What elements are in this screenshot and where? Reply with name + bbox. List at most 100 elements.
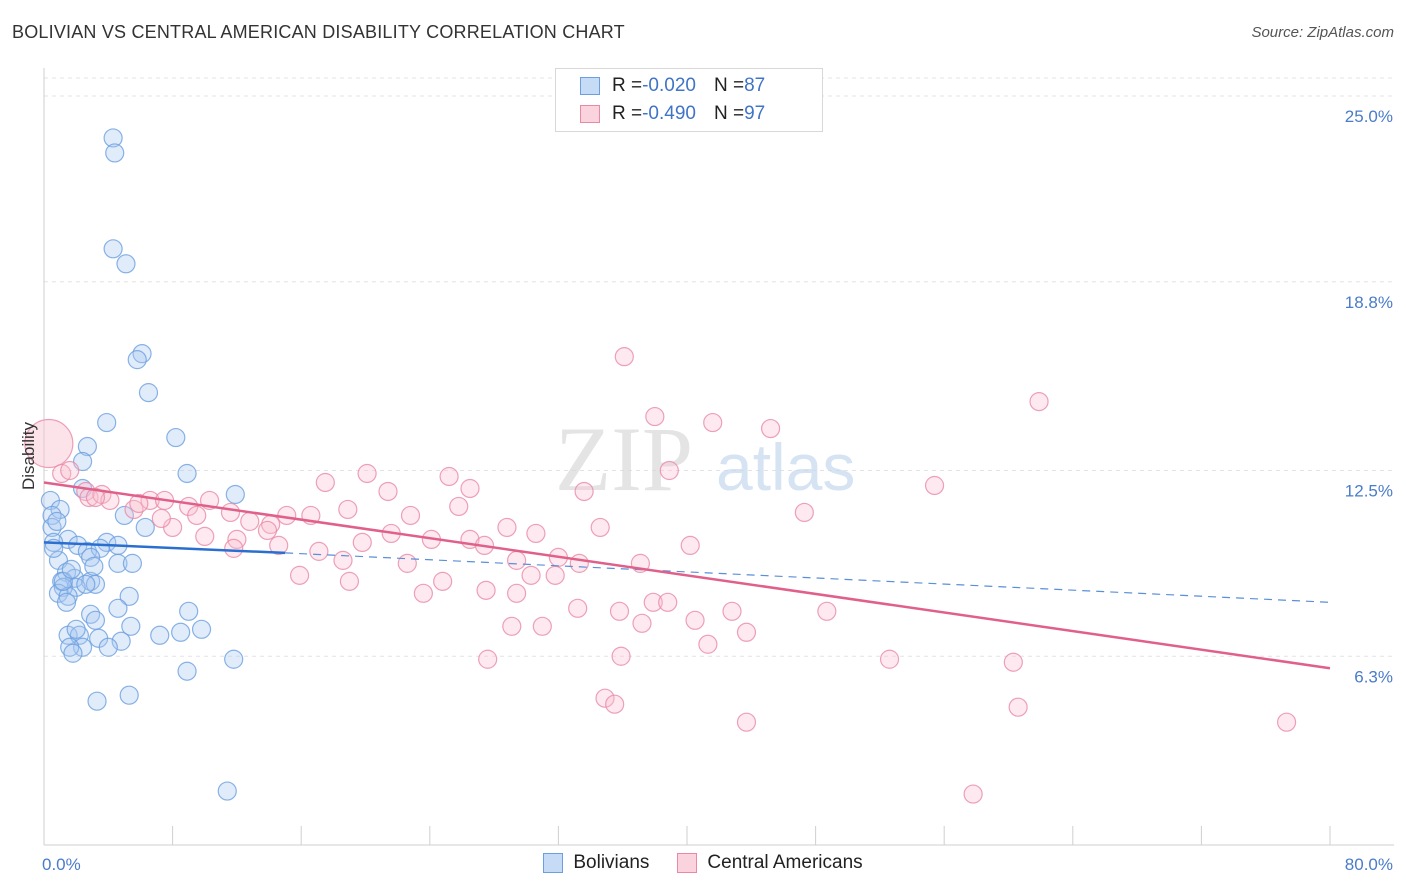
central-american-point bbox=[659, 460, 679, 481]
bolivian-point bbox=[108, 553, 128, 573]
central-american-point bbox=[476, 580, 496, 600]
central-american-point bbox=[703, 412, 723, 433]
x-tick-label: 80.0% bbox=[1345, 855, 1393, 874]
central-american-point bbox=[333, 550, 353, 570]
trend-lines bbox=[43, 481, 1331, 670]
central-american-point bbox=[1003, 652, 1023, 672]
central-american-point bbox=[609, 601, 630, 621]
central-american-point bbox=[685, 610, 705, 630]
legend-item-bolivians[interactable]: Bolivians bbox=[543, 852, 649, 874]
central-american-point bbox=[595, 688, 615, 708]
bolivian-point bbox=[66, 619, 86, 639]
central-american-point bbox=[478, 649, 498, 669]
legend-swatch-central-americans bbox=[677, 853, 698, 873]
bolivian-point bbox=[98, 637, 118, 657]
central-american-point bbox=[397, 553, 417, 573]
central-american-point bbox=[507, 550, 527, 570]
central-american-point bbox=[220, 502, 241, 523]
central-american-point bbox=[1008, 697, 1028, 717]
central-american-point bbox=[722, 601, 742, 621]
legend-item-central-americans[interactable]: Central Americans bbox=[677, 852, 863, 874]
legend-swatch-central-americans bbox=[580, 105, 600, 123]
central-american-point bbox=[963, 784, 983, 804]
central-american-point bbox=[590, 517, 610, 538]
central-american-point bbox=[378, 481, 398, 502]
central-american-point bbox=[924, 475, 945, 496]
central-american-point bbox=[545, 565, 565, 585]
central-american-point bbox=[339, 571, 360, 591]
bolivian-point bbox=[138, 383, 159, 403]
bolivian-point bbox=[121, 616, 141, 636]
legend-n-label: N = bbox=[713, 75, 745, 96]
central-americans-trend bbox=[43, 481, 1331, 670]
axes bbox=[43, 68, 1394, 846]
central-american-point bbox=[195, 526, 215, 547]
bolivian-point bbox=[122, 553, 143, 573]
bolivian-point bbox=[60, 637, 80, 657]
bolivians-points bbox=[40, 128, 245, 801]
central-american-point bbox=[502, 616, 522, 636]
central-american-point bbox=[817, 601, 837, 621]
bolivian-point bbox=[119, 685, 139, 705]
central-american-point bbox=[614, 347, 634, 367]
bolivian-point bbox=[56, 592, 77, 612]
central-american-point bbox=[698, 634, 718, 654]
legend-r-value: -0.020 bbox=[642, 75, 696, 96]
central-american-point bbox=[574, 481, 594, 502]
bolivian-point bbox=[177, 661, 197, 681]
bolivian-point bbox=[225, 484, 245, 505]
bolivian-point bbox=[119, 586, 139, 606]
bolivian-point bbox=[108, 598, 128, 618]
central-american-point bbox=[240, 511, 260, 532]
legend-row-bolivians: R = -0.020 N = 87 bbox=[580, 73, 765, 99]
central-american-point bbox=[879, 649, 900, 669]
central-american-point bbox=[60, 460, 80, 481]
central-american-point bbox=[85, 487, 106, 508]
bolivian-point bbox=[177, 463, 197, 484]
legend-swatch-bolivians bbox=[543, 853, 564, 873]
y-tick-label: 18.8% bbox=[1345, 293, 1393, 312]
y-tick-label: 25.0% bbox=[1345, 107, 1393, 126]
central-american-point bbox=[736, 712, 757, 732]
central-american-point bbox=[736, 622, 757, 642]
bolivian-point bbox=[76, 574, 96, 594]
bolivian-point bbox=[61, 559, 81, 579]
central-american-point bbox=[497, 517, 517, 538]
series-legend: Bolivians Central Americans bbox=[0, 852, 1406, 874]
bolivian-point bbox=[217, 781, 237, 801]
central-american-point bbox=[24, 418, 74, 469]
bolivian-point bbox=[47, 511, 67, 532]
y-tick-label: 6.3% bbox=[1354, 667, 1393, 686]
central-american-point bbox=[526, 523, 546, 544]
bolivian-point bbox=[87, 691, 107, 711]
central-american-point bbox=[269, 535, 289, 556]
central-american-point bbox=[605, 694, 625, 714]
bolivian-point bbox=[97, 412, 117, 433]
central-american-point bbox=[129, 493, 149, 514]
chart-title: BOLIVIAN VS CENTRAL AMERICAN DISABILITY … bbox=[12, 22, 625, 42]
central-american-point bbox=[357, 463, 377, 484]
central-american-point bbox=[309, 541, 329, 561]
central-american-point bbox=[760, 418, 781, 439]
legend-n-value: 87 bbox=[744, 75, 766, 96]
central-american-point bbox=[257, 520, 278, 541]
central-american-point bbox=[611, 646, 631, 666]
stats-legend: R = -0.020 N = 87 R = -0.490 N = 97 bbox=[555, 68, 823, 132]
central-american-point bbox=[352, 532, 372, 553]
central-american-point bbox=[568, 598, 588, 618]
central-american-point bbox=[224, 538, 244, 558]
central-american-point bbox=[645, 406, 665, 427]
bolivian-point bbox=[135, 517, 155, 538]
legend-r-value: -0.490 bbox=[642, 103, 696, 124]
legend-row-central-americans: R = -0.490 N = 97 bbox=[580, 101, 765, 127]
watermark: ZIP atlas bbox=[555, 408, 855, 510]
central-american-point bbox=[643, 592, 663, 612]
bolivian-point bbox=[105, 143, 125, 163]
central-american-point bbox=[338, 499, 358, 520]
source-attribution: Source: ZipAtlas.com bbox=[1251, 24, 1394, 41]
bolivian-point bbox=[103, 239, 123, 259]
bolivian-point bbox=[84, 556, 104, 576]
central-american-point bbox=[151, 508, 171, 529]
legend-label-bolivians: Bolivians bbox=[573, 852, 650, 873]
